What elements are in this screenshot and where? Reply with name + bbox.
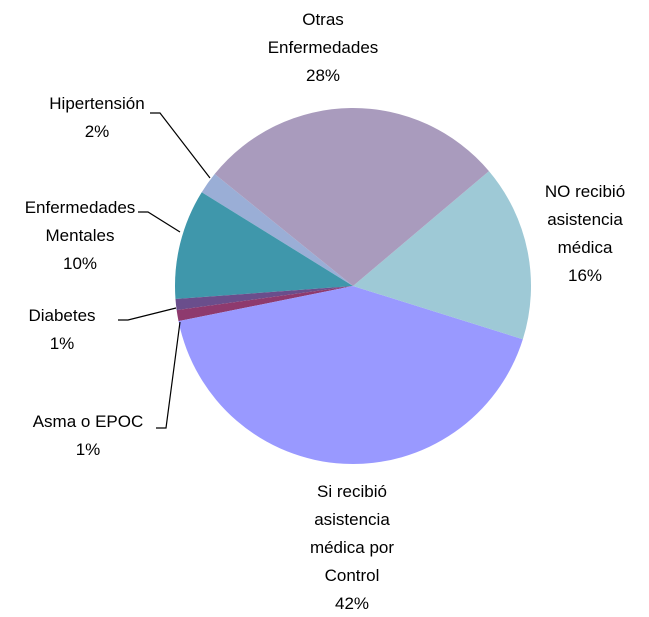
category-label: Hipertensión — [49, 94, 145, 113]
pie-slice — [175, 286, 353, 311]
slice-label: Asma o EPOC 1% — [13, 408, 163, 464]
leader-lines — [118, 112, 211, 429]
leader-line — [150, 112, 211, 179]
value-label: 1% — [75, 440, 101, 459]
pie-slice — [201, 173, 353, 286]
category-label: Asma o EPOC — [32, 412, 144, 431]
pie-slice — [175, 192, 353, 300]
leader-line — [118, 307, 177, 321]
category-label: Diabetes — [28, 306, 96, 325]
pie-slice — [353, 171, 531, 340]
pie-slice — [178, 286, 523, 464]
value-label: 28% — [305, 66, 341, 85]
leader-line — [156, 321, 181, 429]
value-label: 2% — [84, 122, 110, 141]
pie-slice — [214, 108, 489, 286]
value-label: 10% — [62, 254, 98, 273]
value-label: 1% — [49, 334, 75, 353]
category-label: NO recibió asistencia médica — [544, 182, 626, 257]
slice-label: Diabetes 1% — [12, 302, 112, 358]
slice-label: Si recibió asistencia médica por Control… — [302, 478, 402, 617]
value-label: 16% — [567, 266, 603, 285]
slice-label: NO recibió asistencia médica 16% — [530, 178, 640, 290]
slice-label: Otras Enfermedades 28% — [258, 6, 388, 90]
pie-slice — [176, 286, 353, 322]
slice-label: Enfermedades Mentales 10% — [18, 194, 143, 278]
slice-label: Hipertensión 2% — [37, 90, 157, 146]
leader-line — [138, 211, 181, 233]
value-label: 42% — [334, 594, 370, 613]
category-label: Si recibió asistencia médica por Control — [309, 482, 395, 585]
category-label: Enfermedades Mentales — [24, 198, 136, 245]
category-label: Otras Enfermedades — [267, 10, 379, 57]
